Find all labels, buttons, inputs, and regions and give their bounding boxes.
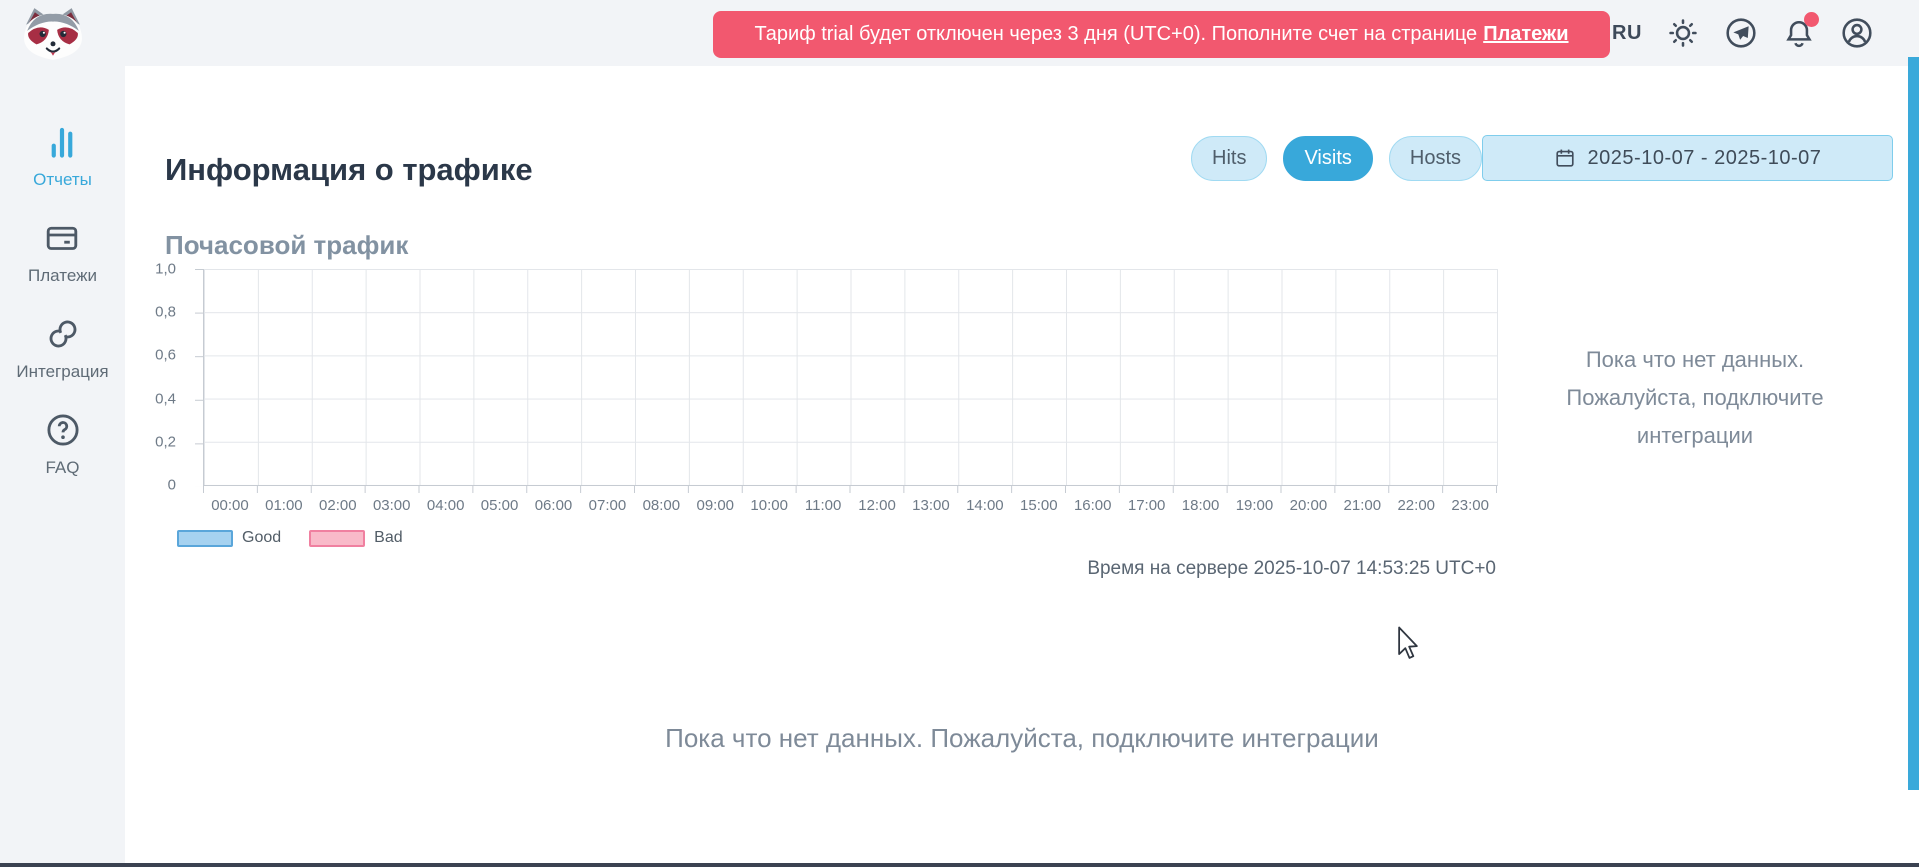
header-actions: RU (1612, 0, 1874, 66)
chart-x-axis-labels: 00:00 01:00 02:00 03:00 04:00 05:00 06:00 07:00… (203, 497, 1497, 514)
x-tick-label: 21:00 (1343, 497, 1382, 514)
view-button-hits[interactable]: Hits (1191, 136, 1268, 181)
window-bottom-edge (0, 863, 1919, 867)
y-tick-label: 0,6 (155, 346, 176, 364)
x-tick-label: 12:00 (858, 497, 896, 514)
y-tick-label: 0 (167, 476, 176, 494)
no-data-panel-message: Пока что нет данных. Пожалуйста, подключ… (1515, 341, 1875, 455)
chart-y-axis-labels: 1,0 0,8 0,6 0,4 0,2 0 (118, 261, 188, 494)
sidebar-item-label: Отчеты (33, 170, 92, 189)
y-tick-label: 1,0 (155, 260, 176, 278)
credit-card-icon (44, 220, 80, 261)
legend-label: Bad (374, 529, 403, 546)
notifications-bell-icon[interactable] (1782, 12, 1819, 50)
x-tick-label: 02:00 (319, 497, 357, 514)
x-tick-label: 15:00 (1020, 497, 1058, 514)
profile-icon[interactable] (1840, 16, 1874, 50)
sidebar-item-label: Платежи (28, 266, 97, 285)
x-tick-label: 05:00 (480, 497, 519, 514)
question-icon (45, 412, 81, 453)
x-tick-label: 07:00 (588, 497, 627, 514)
chart-legend: Good Bad (177, 529, 403, 547)
y-tick-label: 0,4 (155, 390, 176, 408)
x-tick-label: 18:00 (1181, 497, 1220, 514)
date-range-value: 2025-10-07 - 2025-10-07 (1587, 146, 1822, 169)
date-range-picker[interactable]: 2025-10-07 - 2025-10-07 (1482, 135, 1893, 181)
theme-sun-icon[interactable] (1666, 16, 1700, 50)
sidebar: Отчеты Платежи Интеграция FAQ (0, 66, 125, 867)
x-tick-label: 13:00 (912, 497, 950, 514)
scrollbar-thumb[interactable] (1908, 57, 1919, 790)
x-tick-label: 14:00 (966, 497, 1004, 514)
x-tick-label: 22:00 (1397, 497, 1436, 514)
legend-item-bad: Bad (309, 529, 403, 547)
banner-payments-link[interactable]: Платежи (1483, 23, 1569, 45)
logo-raccoon-icon[interactable] (16, 4, 90, 64)
x-tick-label: 00:00 (211, 497, 249, 514)
server-time: Время на сервере 2025-10-07 14:53:25 UTC… (1087, 558, 1496, 579)
no-data-line: Пока что нет данных. (1585, 347, 1805, 372)
sidebar-item-label: Интеграция (16, 362, 109, 381)
bar-chart-icon (44, 124, 80, 165)
legend-swatch (177, 529, 233, 547)
y-tick-label: 0,8 (155, 303, 176, 321)
chart-x-ticks (203, 486, 1497, 493)
notification-dot (1803, 12, 1819, 27)
legend-swatch (309, 529, 366, 547)
x-tick-label: 06:00 (534, 497, 573, 514)
view-toggle-group: Hits Visits Hosts (1191, 136, 1482, 181)
no-data-line: интеграции (1636, 423, 1754, 448)
link-icon (45, 316, 81, 357)
x-tick-label: 23:00 (1451, 497, 1489, 514)
page-title: Информация о трафике (165, 151, 533, 187)
x-tick-label: 10:00 (750, 497, 788, 514)
no-data-line: Пожалуйста, подключите (1566, 385, 1824, 410)
x-tick-label: 08:00 (642, 497, 681, 514)
banner-text: Тариф trial будет отключен через 3 дня (… (754, 23, 1478, 45)
chart-plot-area (203, 269, 1498, 486)
sidebar-item-интеграция[interactable]: Интеграция (16, 316, 109, 382)
legend-label: Good (242, 529, 282, 546)
x-tick-label: 03:00 (372, 497, 411, 514)
x-tick-label: 04:00 (426, 497, 465, 514)
sidebar-item-faq[interactable]: FAQ (45, 412, 81, 478)
top-bar: Тариф trial будет отключен через 3 дня (… (0, 0, 1919, 66)
view-button-visits[interactable]: Visits (1283, 136, 1373, 181)
view-button-hosts[interactable]: Hosts (1388, 136, 1482, 181)
x-tick-label: 09:00 (696, 497, 735, 514)
sidebar-item-платежи[interactable]: Платежи (28, 220, 97, 286)
chart-y-ticks (195, 269, 203, 487)
x-tick-label: 17:00 (1127, 497, 1166, 514)
x-tick-label: 11:00 (804, 497, 842, 514)
legend-item-good: Good (177, 529, 281, 547)
language-selector[interactable]: RU (1612, 21, 1642, 44)
sidebar-item-отчеты[interactable]: Отчеты (33, 124, 92, 190)
x-tick-label: 16:00 (1073, 497, 1112, 514)
sidebar-item-label: FAQ (45, 458, 80, 477)
x-tick-label: 20:00 (1289, 497, 1328, 514)
telegram-icon[interactable] (1724, 16, 1758, 50)
x-tick-label: 19:00 (1235, 497, 1274, 514)
section-title: Почасовой трафик (165, 229, 409, 260)
trial-warning-banner: Тариф trial будет отключен через 3 дня (… (713, 11, 1610, 58)
x-tick-label: 01:00 (265, 497, 303, 514)
y-tick-label: 0,2 (155, 433, 176, 451)
calendar-icon (1555, 149, 1574, 167)
no-data-footer-message: Пока что нет данных. Пожалуйста, подключ… (665, 723, 1379, 753)
